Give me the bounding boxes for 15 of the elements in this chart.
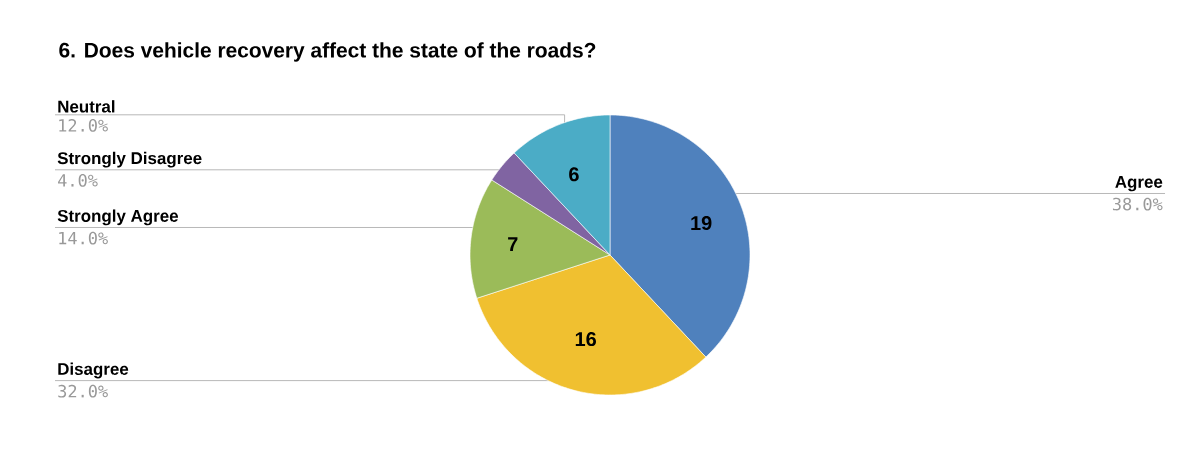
slice-label: Strongly Agree xyxy=(57,209,178,226)
slice-label: Agree xyxy=(1115,176,1163,192)
data-label: 32.0% xyxy=(58,384,108,398)
data-label: 12.0% xyxy=(59,118,108,132)
text: 7 xyxy=(508,237,518,251)
slice-label: Disagree xyxy=(58,362,129,379)
slice-label: Strongly Disagree xyxy=(57,151,202,168)
text: 6 xyxy=(569,167,579,182)
data-label: 4.0% xyxy=(58,173,98,187)
text: 16 xyxy=(575,332,596,347)
data-label: 14.0% xyxy=(59,231,108,245)
slice-label: Neutral xyxy=(58,100,115,113)
chart-title: 6. Does vehicle recovery affect the state of the roads? xyxy=(59,42,596,62)
text: 19 xyxy=(691,216,712,231)
data-label: 38.0% xyxy=(1112,197,1163,211)
